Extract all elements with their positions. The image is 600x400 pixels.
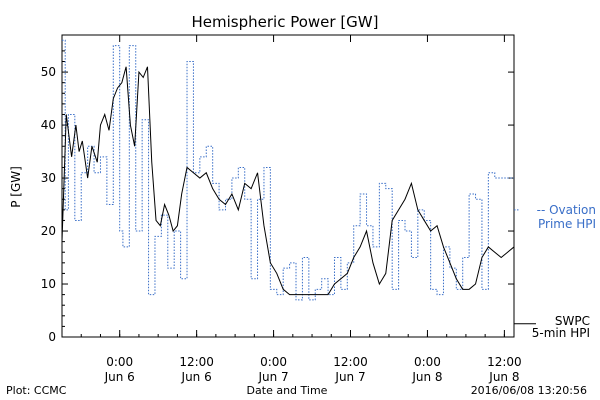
footer-credit: Plot: CCMC bbox=[6, 384, 67, 397]
y-tick-label: 20 bbox=[41, 224, 56, 238]
x-axis-label: Date and Time bbox=[247, 384, 328, 397]
x-tick-time-label: 12:00 bbox=[333, 355, 368, 369]
x-tick-date-label: Jun 7 bbox=[257, 370, 288, 384]
plot-frame bbox=[61, 34, 515, 338]
series-line-ovation bbox=[62, 39, 514, 301]
y-tick-label: 50 bbox=[41, 65, 56, 79]
x-tick-time-label: 0:00 bbox=[260, 355, 287, 369]
legend-swpc-label: SWPC bbox=[555, 314, 590, 328]
x-tick-date-label: Jun 6 bbox=[104, 370, 135, 384]
x-tick-time-label: 12:00 bbox=[179, 355, 214, 369]
x-tick-time-label: 12:00 bbox=[487, 355, 522, 369]
y-tick-label: 10 bbox=[41, 277, 56, 291]
chart-title: Hemispheric Power [GW] bbox=[192, 13, 379, 31]
y-tick-label: 0 bbox=[48, 330, 56, 344]
x-tick-time-label: 0:00 bbox=[106, 355, 133, 369]
series-line-swpc bbox=[61, 66, 515, 296]
legend-swpc-label: 5-min HPI bbox=[532, 326, 590, 340]
x-tick-date-label: Jun 8 bbox=[488, 370, 519, 384]
x-tick-time-label: 0:00 bbox=[414, 355, 441, 369]
x-tick-date-label: Jun 6 bbox=[181, 370, 212, 384]
x-tick-date-label: Jun 7 bbox=[334, 370, 365, 384]
y-tick-label: 30 bbox=[41, 171, 56, 185]
y-axis-ticks: 0 10 20 30 40 50 bbox=[41, 50, 514, 344]
legend-ovation-label: Prime HPI bbox=[538, 217, 596, 231]
y-axis-label: P [GW] bbox=[9, 166, 23, 208]
y-tick-label: 40 bbox=[41, 118, 56, 132]
footer-timestamp: 2016/06/08 13:20:56 bbox=[471, 384, 587, 397]
legend-ovation-label: -- Ovation bbox=[537, 203, 596, 217]
x-tick-date-label: Jun 8 bbox=[411, 370, 442, 384]
series-group bbox=[61, 39, 515, 301]
